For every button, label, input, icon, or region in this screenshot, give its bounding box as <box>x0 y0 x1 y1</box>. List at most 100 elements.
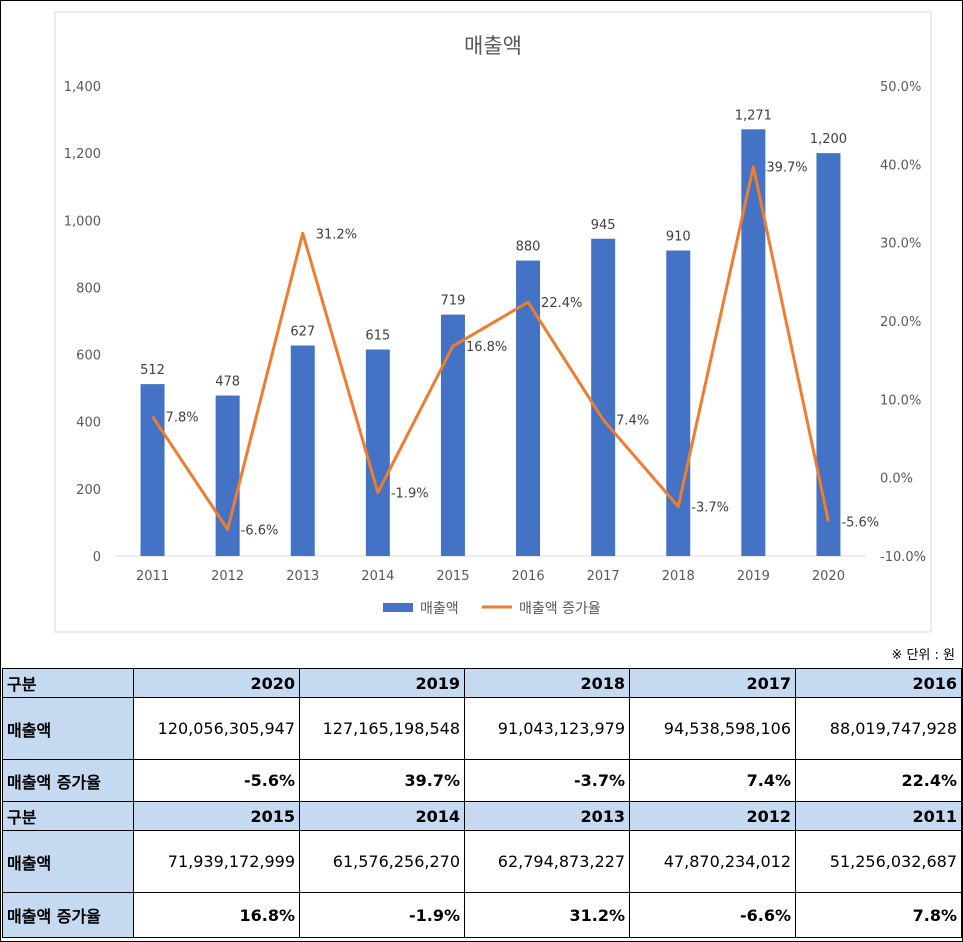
line-value-label: 7.4% <box>616 414 649 429</box>
table-header-row: 구분 2020 2019 2018 2017 2016 <box>2 668 962 698</box>
sales-cell: 62,794,873,227 <box>464 830 630 893</box>
bar-value-label: 945 <box>591 218 616 233</box>
row-label: 매출액 증가율 <box>2 759 134 802</box>
header-label: 구분 <box>2 801 134 831</box>
header-label: 구분 <box>2 668 134 698</box>
x-tick-label: 2014 <box>361 569 394 584</box>
bar-value-label: 910 <box>666 230 691 245</box>
line-value-label: 16.8% <box>466 340 507 355</box>
bar-value-label: 615 <box>365 329 390 344</box>
left-axis: 0 200 400 600 800 1,000 1,200 1,400 <box>64 80 101 565</box>
sales-cell: 61,576,256,270 <box>299 830 465 893</box>
bar-value-label: 880 <box>516 240 541 255</box>
growth-cell: -6.6% <box>629 892 796 938</box>
table-header-row: 구분 2015 2014 2013 2012 2011 <box>2 801 962 831</box>
left-axis-tick-label: 800 <box>76 281 101 296</box>
growth-line <box>151 165 830 531</box>
x-tick-label: 2019 <box>737 569 770 584</box>
header-year: 2020 <box>133 668 300 698</box>
legend-label-sales: 매출액 <box>420 601 459 617</box>
growth-cell: -3.7% <box>464 759 630 802</box>
line-value-label: 7.8% <box>166 411 199 426</box>
sales-cell: 91,043,123,979 <box>464 697 630 760</box>
x-axis-labels: 2011 2012 2013 2014 2015 2016 2017 2018 2019 2020 <box>136 569 845 584</box>
header-year: 2016 <box>795 668 962 698</box>
sales-cell: 127,165,198,548 <box>299 697 465 760</box>
row-label: 매출액 <box>2 830 134 893</box>
header-year: 2018 <box>464 668 630 698</box>
bar-2011 <box>140 384 165 556</box>
x-tick-label: 2012 <box>211 569 244 584</box>
line-value-label: -6.6% <box>241 523 279 538</box>
x-tick-label: 2020 <box>812 569 845 584</box>
bar-2020 <box>816 153 841 556</box>
right-axis-tick-label: 40.0% <box>880 158 921 173</box>
sales-cell: 51,256,032,687 <box>795 830 962 893</box>
table-row-sales: 매출액 71,939,172,999 61,576,256,270 62,794… <box>2 830 962 893</box>
bar-2019 <box>741 129 766 557</box>
header-year: 2013 <box>464 801 630 831</box>
growth-cell: -5.6% <box>133 759 300 802</box>
line-value-label: -3.7% <box>691 501 729 516</box>
sales-cell: 47,870,234,012 <box>629 830 796 893</box>
right-axis-tick-label: -10.0% <box>880 550 926 565</box>
x-tick-label: 2013 <box>286 569 319 584</box>
x-tick-label: 2011 <box>136 569 169 584</box>
right-axis: -10.0% 0.0% 10.0% 20.0% 30.0% 40.0% 50.0% <box>880 80 926 565</box>
sales-cell: 94,538,598,106 <box>629 697 796 760</box>
bar-value-label: 719 <box>441 294 466 309</box>
bar-2015 <box>440 314 465 556</box>
right-axis-tick-label: 50.0% <box>880 80 921 95</box>
right-axis-tick-label: 10.0% <box>880 393 921 408</box>
unit-note: ※ 단위 : 원 <box>891 648 955 663</box>
header-year: 2015 <box>133 801 300 831</box>
growth-cell: 16.8% <box>133 892 300 938</box>
bar-2016 <box>516 260 541 556</box>
line-value-label: 39.7% <box>766 161 807 176</box>
legend-label-growth: 매출액 증가율 <box>519 601 601 617</box>
sales-cell: 88,019,747,928 <box>795 697 962 760</box>
growth-cell: 7.4% <box>629 759 796 802</box>
bar-value-label: 512 <box>140 363 165 378</box>
x-tick-label: 2017 <box>587 569 620 584</box>
table-row-sales: 매출액 120,056,305,947 127,165,198,548 91,0… <box>2 697 962 760</box>
bar-value-label: 1,200 <box>810 132 847 147</box>
bar-value-label: 478 <box>215 375 240 390</box>
table-row-growth: 매출액 증가율 16.8% -1.9% 31.2% -6.6% 7.8% <box>2 892 962 938</box>
line-value-label: 22.4% <box>541 296 582 311</box>
line-value-label: -1.9% <box>391 487 429 502</box>
left-axis-tick-label: 0 <box>93 550 101 565</box>
row-label: 매출액 증가율 <box>2 892 134 938</box>
line-value-label: 31.2% <box>316 227 357 242</box>
sales-cell: 120,056,305,947 <box>133 697 300 760</box>
growth-cell: 7.8% <box>795 892 962 938</box>
bar-2018 <box>666 250 691 556</box>
left-axis-tick-label: 200 <box>76 483 101 498</box>
growth-cell: 31.2% <box>464 892 630 938</box>
bar-value-label: 627 <box>290 325 315 340</box>
growth-cell: 22.4% <box>795 759 962 802</box>
line-data-labels: 7.8% -6.6% 31.2% -1.9% 16.8% 22.4% 7.4% -3.7% 39… <box>166 161 880 539</box>
header-year: 2014 <box>299 801 465 831</box>
right-axis-tick-label: 0.0% <box>880 472 913 487</box>
x-tick-label: 2015 <box>436 569 469 584</box>
row-label: 매출액 <box>2 697 134 760</box>
bar-2014 <box>365 349 390 556</box>
right-axis-tick-label: 30.0% <box>880 237 921 252</box>
x-tick-label: 2018 <box>662 569 695 584</box>
growth-cell: 39.7% <box>299 759 465 802</box>
bar-data-labels: 512 478 627 615 719 880 945 910 1,271 1,200 <box>140 108 847 389</box>
legend: 매출액 매출액 증가율 <box>383 601 601 617</box>
chart-title: 매출액 <box>464 34 522 58</box>
sales-chart: 매출액 0 200 400 600 800 1,000 1,200 1,400 -10.0% 0… <box>54 11 932 633</box>
line-value-label: -5.6% <box>841 516 879 531</box>
sales-table: 구분 2020 2019 2018 2017 2016 매출액 120,056,… <box>2 668 962 938</box>
legend-swatch-sales <box>383 603 413 612</box>
header-year: 2019 <box>299 668 465 698</box>
bar-value-label: 1,271 <box>735 108 772 123</box>
x-tick-label: 2016 <box>512 569 545 584</box>
header-year: 2012 <box>629 801 796 831</box>
bar-2013 <box>290 345 315 556</box>
growth-cell: -1.9% <box>299 892 465 938</box>
bar-2012 <box>215 395 240 556</box>
